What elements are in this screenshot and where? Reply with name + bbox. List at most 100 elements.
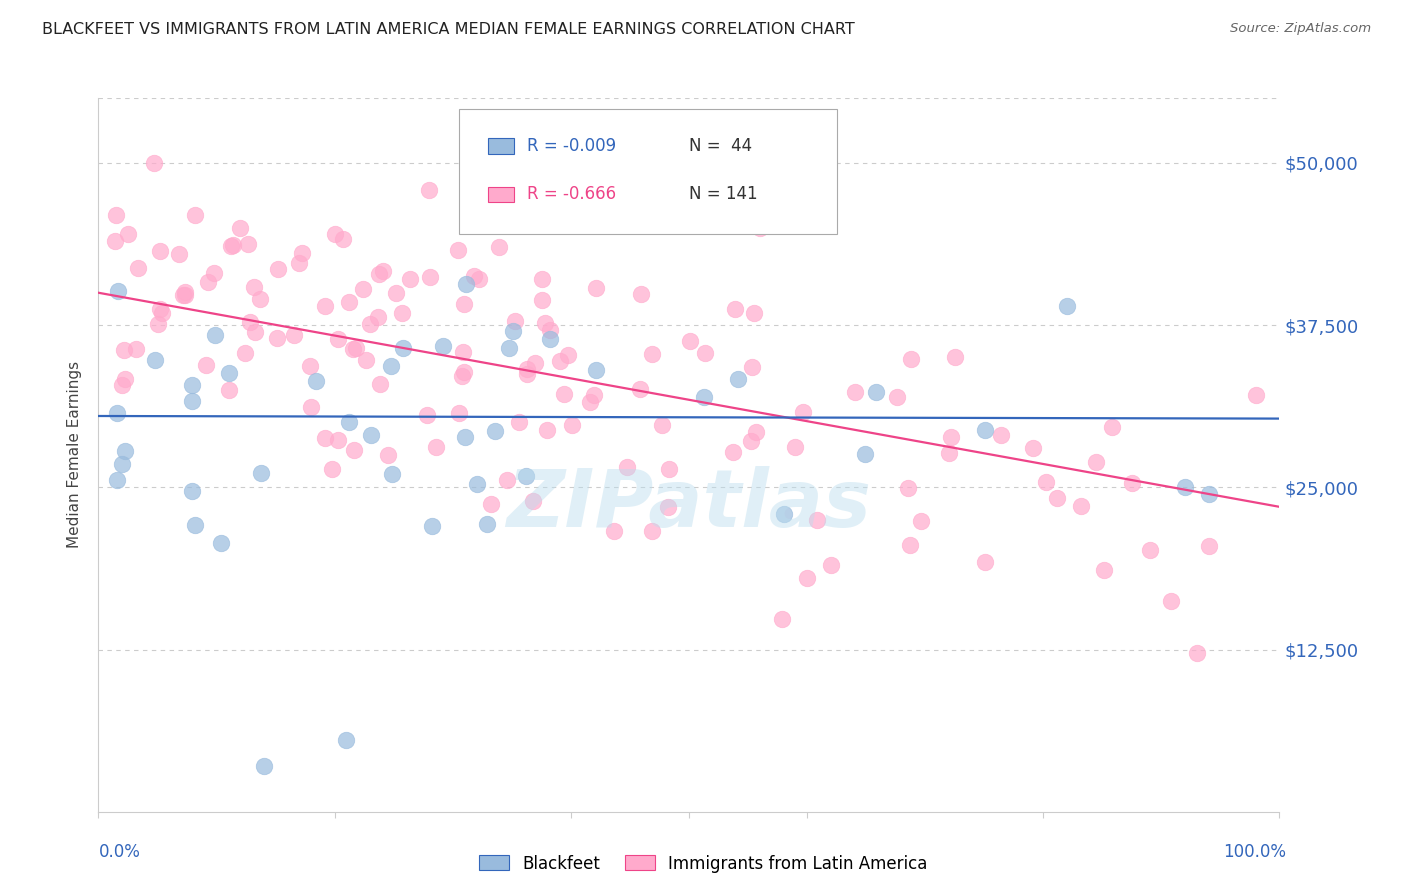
Point — [399, 272, 422, 286]
Point — [283, 327, 305, 342]
Point — [1101, 420, 1123, 434]
Point — [456, 277, 478, 291]
Point — [337, 415, 360, 429]
FancyBboxPatch shape — [488, 138, 515, 153]
Point — [538, 332, 561, 346]
Point — [740, 434, 762, 449]
Point — [1035, 475, 1057, 489]
Point — [167, 247, 190, 261]
Point — [335, 733, 357, 747]
Point — [974, 555, 997, 569]
Point — [239, 315, 262, 329]
Point — [117, 227, 139, 242]
Point — [149, 244, 172, 258]
Point — [299, 400, 322, 414]
Point — [381, 467, 404, 481]
Point — [806, 513, 828, 527]
Point — [938, 446, 960, 460]
Point — [233, 346, 256, 360]
Point — [107, 285, 129, 299]
Point — [974, 423, 997, 437]
Point — [125, 342, 148, 356]
Point — [1244, 388, 1267, 402]
Point — [391, 306, 413, 320]
Point — [523, 356, 546, 370]
FancyBboxPatch shape — [488, 186, 515, 202]
Point — [820, 558, 842, 573]
Point — [228, 220, 250, 235]
Point — [744, 425, 766, 440]
Point — [496, 474, 519, 488]
Point — [481, 497, 503, 511]
Text: R = -0.666: R = -0.666 — [527, 186, 616, 203]
Point — [184, 208, 207, 222]
Point — [658, 462, 681, 476]
Point — [792, 405, 814, 419]
Point — [657, 500, 679, 514]
Point — [1160, 594, 1182, 608]
Legend: Blackfeet, Immigrants from Latin America: Blackfeet, Immigrants from Latin America — [472, 848, 934, 880]
Text: 0.0%: 0.0% — [98, 843, 141, 861]
Point — [465, 476, 488, 491]
Point — [425, 440, 447, 454]
Point — [172, 288, 194, 302]
Point — [550, 354, 572, 368]
Point — [897, 481, 920, 495]
Point — [380, 359, 402, 374]
Point — [249, 467, 271, 481]
Point — [557, 348, 579, 362]
Point — [432, 339, 454, 353]
Point — [865, 385, 887, 400]
Point — [515, 468, 537, 483]
Point — [692, 390, 714, 404]
Point — [484, 424, 506, 438]
Point — [641, 347, 664, 361]
Point — [530, 272, 553, 286]
Point — [502, 324, 524, 338]
Point — [886, 390, 908, 404]
Point — [585, 281, 607, 295]
Point — [288, 256, 311, 270]
Point — [447, 243, 470, 257]
Point — [498, 342, 520, 356]
Point — [453, 297, 475, 311]
Point — [536, 423, 558, 437]
Point — [298, 359, 321, 373]
Point — [910, 515, 932, 529]
Point — [326, 433, 349, 447]
Point — [105, 473, 128, 487]
Point — [385, 286, 408, 301]
Point — [853, 447, 876, 461]
Text: N =  44: N = 44 — [689, 137, 752, 155]
Point — [420, 519, 443, 533]
Point — [218, 366, 240, 380]
Point — [343, 442, 366, 457]
Point — [143, 353, 166, 368]
Point — [392, 341, 415, 355]
Point — [197, 276, 219, 290]
Point — [1198, 487, 1220, 501]
Point — [1174, 480, 1197, 494]
Point — [724, 302, 747, 317]
Point — [534, 316, 557, 330]
Point — [538, 323, 561, 337]
Point — [628, 382, 651, 396]
Point — [939, 430, 962, 444]
Point — [585, 363, 607, 377]
Point — [898, 538, 921, 552]
Point — [796, 571, 818, 585]
Point — [561, 417, 583, 432]
Point — [772, 507, 794, 521]
Point — [180, 393, 202, 408]
Point — [344, 341, 367, 355]
Point — [1198, 539, 1220, 553]
Point — [173, 285, 195, 299]
Point — [105, 406, 128, 420]
Text: ZIPatlas: ZIPatlas — [506, 466, 872, 544]
Point — [202, 266, 225, 280]
Point — [553, 386, 575, 401]
Point — [222, 237, 245, 252]
Point — [468, 272, 491, 286]
Point — [616, 459, 638, 474]
Point — [451, 368, 474, 383]
